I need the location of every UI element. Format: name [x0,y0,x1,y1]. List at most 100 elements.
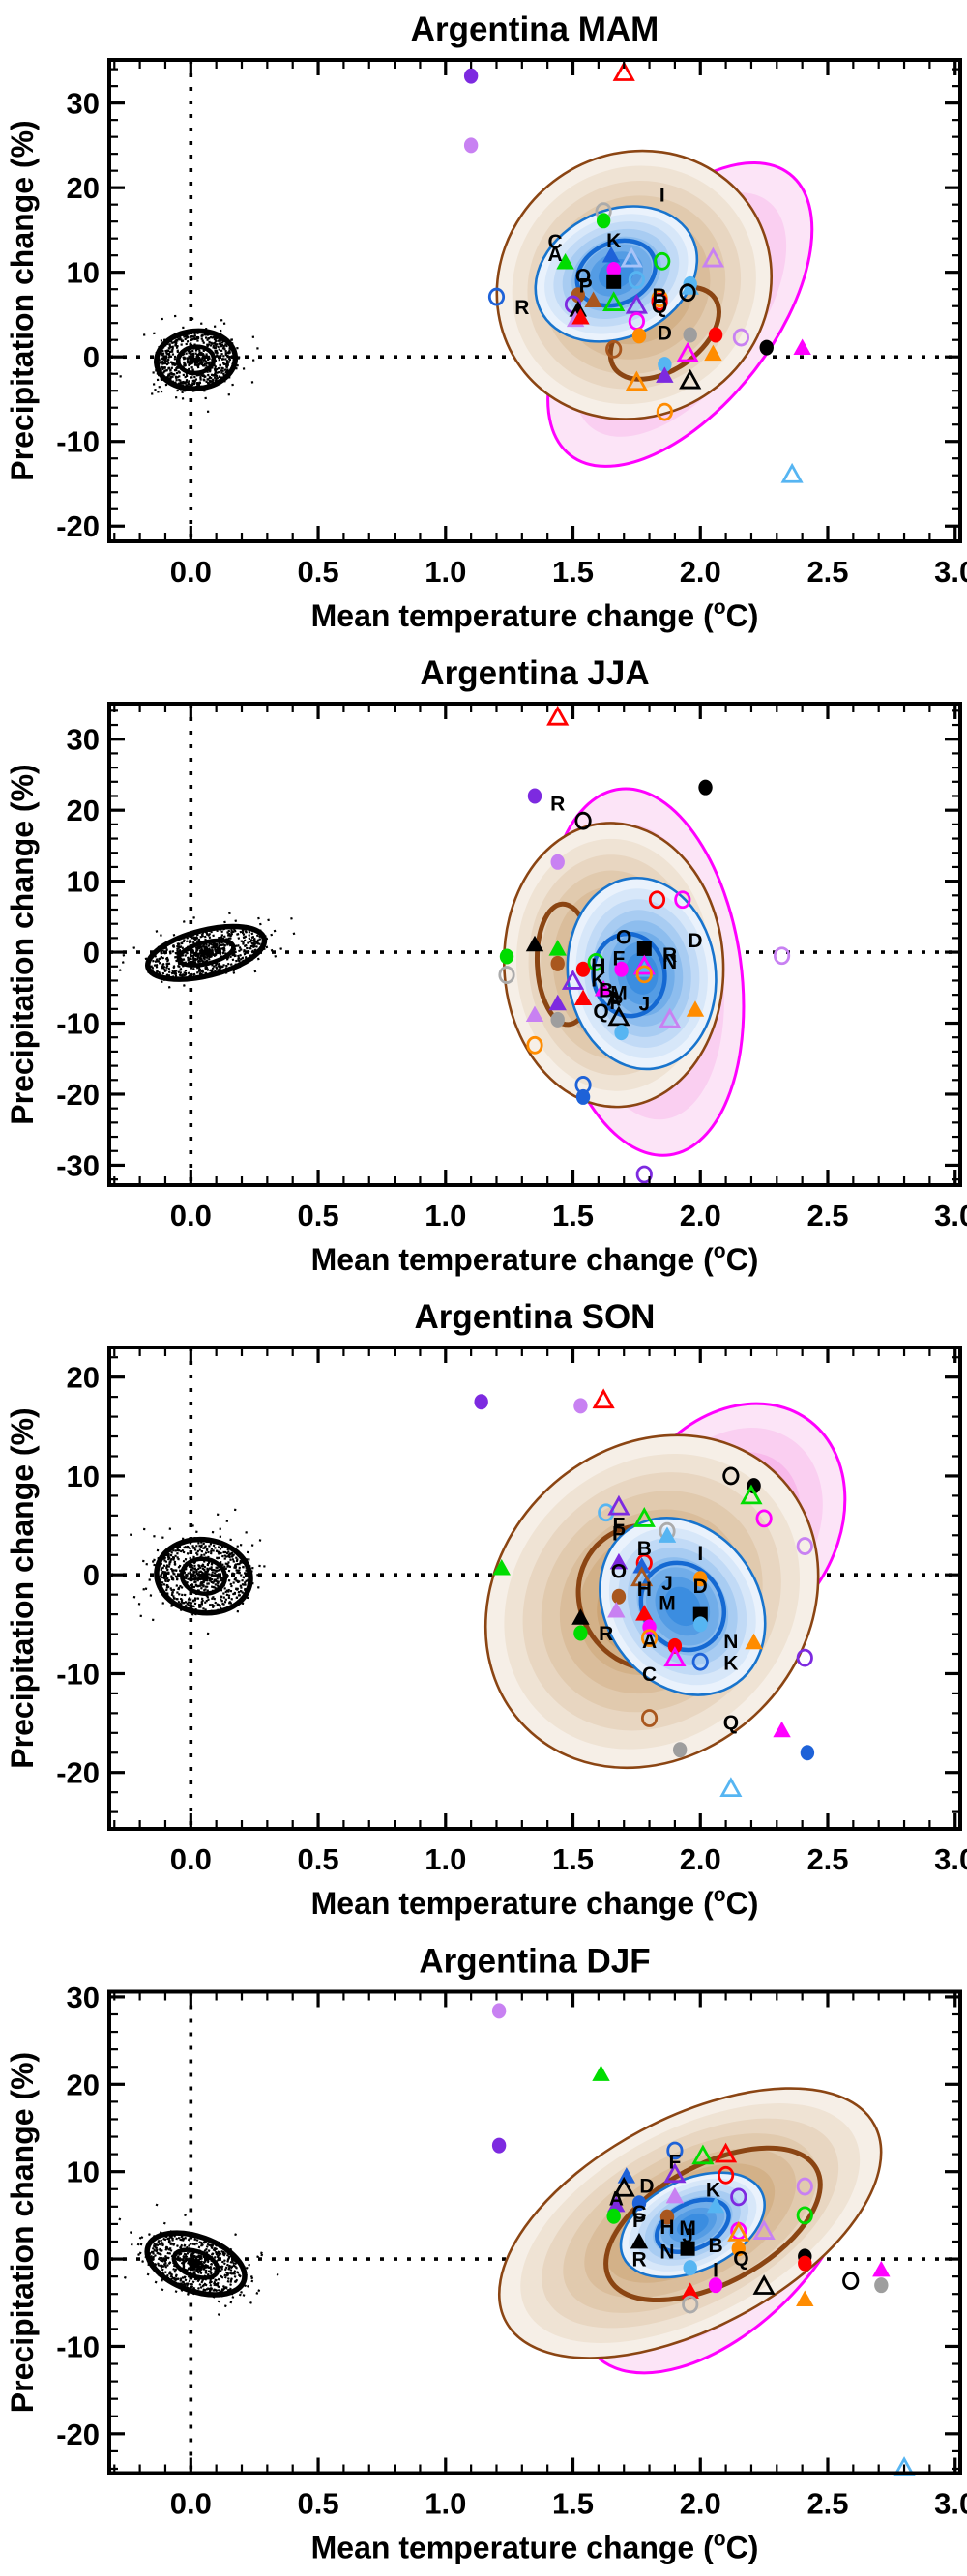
obs-dot [237,356,241,359]
obs-dot [205,353,208,356]
obs-dot [165,1577,168,1580]
obs-dot [199,2272,203,2275]
model-marker-circle [708,2277,723,2294]
obs-dot [207,1550,210,1554]
obs-dot [153,2248,157,2252]
obs-dot [172,945,176,948]
obs-dot [209,2283,213,2287]
obs-dot [211,336,214,339]
obs-dot [174,396,178,399]
obs-dot [188,2258,191,2262]
obs-dot [197,938,201,941]
obs-dot [232,971,236,974]
obs-dot [198,1548,202,1551]
obs-dot [229,2283,232,2287]
model-marker-circle [667,1637,683,1654]
y-tick-label: 10 [67,256,100,290]
obs-dot [215,2251,219,2255]
obs-dot [195,2239,199,2242]
obs-dot [163,2238,167,2242]
obs-dot [191,956,195,960]
obs-dot [226,362,229,365]
obs-dot [214,1547,217,1549]
model-marker-circle [651,292,668,311]
obs-dot [184,357,187,360]
obs-dot [175,2237,179,2241]
obs-dot [226,2263,229,2267]
obs-dot [142,1588,145,1591]
obs-dot [233,929,237,933]
obs-dot [157,2252,161,2255]
obs-dot [165,965,169,968]
obs-dot [256,957,260,961]
model-marker-circle [573,1398,588,1414]
obs-dot [223,2275,227,2279]
obs-dot [187,1572,190,1575]
obs-dot [215,1566,218,1569]
obs-dot [214,1583,218,1586]
model-marker-circle [628,271,645,289]
obs-dot [166,360,169,363]
obs-dot [205,947,209,950]
obs-dot [212,2248,216,2252]
model-marker-triangle [679,368,702,390]
obs-dot [203,935,207,939]
obs-dot [182,1559,186,1563]
obs-dot [209,1543,213,1546]
obs-dot [129,1533,132,1536]
obs-dot [190,359,192,362]
obs-dot [221,2284,225,2288]
obs-dot [191,379,195,383]
x-tick-label: 3.0 [934,1199,967,1232]
obs-dot [176,350,180,354]
obs-dot [203,1576,206,1579]
obs-dot [235,1596,239,1600]
obs-dot [221,369,224,372]
obs-dot [198,968,202,971]
obs-dot [162,2221,166,2225]
obs-dot [169,2235,172,2239]
obs-dot [148,1578,151,1581]
obs-dot [290,916,293,920]
obs-dot [182,920,186,923]
obs-dot [187,2261,190,2265]
obs-dot [217,2313,220,2316]
obs-dot [201,1571,204,1575]
model-marker-circle [666,2141,684,2160]
obs-dot [238,2274,242,2278]
obs-dot [273,929,277,933]
obs-dot [170,1576,173,1578]
obs-dot [209,376,212,380]
model-letter-Q: Q [593,1000,608,1023]
model-letter-P: P [579,275,593,297]
obs-dot [205,380,208,384]
obs-dot [237,1569,240,1573]
obs-dot [173,1573,176,1576]
model-letter-R: R [631,2249,646,2272]
obs-dot [205,1599,209,1603]
obs-dot [180,343,183,346]
model-marker-circle [491,2137,507,2154]
obs-dot [234,1566,237,1570]
obs-dot [219,1560,222,1564]
obs-dot [171,341,174,344]
obs-dot [188,380,190,383]
obs-dot [172,2243,176,2246]
obs-dot [209,1551,213,1555]
obs-dot [233,2272,237,2275]
obs-dot [193,1574,197,1577]
model-marker-circle [575,961,591,977]
obs-dot [226,931,229,934]
obs-dot [217,1546,220,1548]
model-letter-A: A [642,1631,657,1653]
obs-dot [227,1550,230,1553]
obs-dot [250,381,254,384]
y-tick-label: -20 [56,2417,100,2451]
obs-dot [224,349,227,353]
obs-dot [222,935,226,939]
model-letter-K: K [723,1653,738,1675]
obs-dot [161,2288,164,2292]
obs-dot [211,945,215,949]
obs-dot [250,2276,254,2280]
obs-dot [213,2280,217,2284]
